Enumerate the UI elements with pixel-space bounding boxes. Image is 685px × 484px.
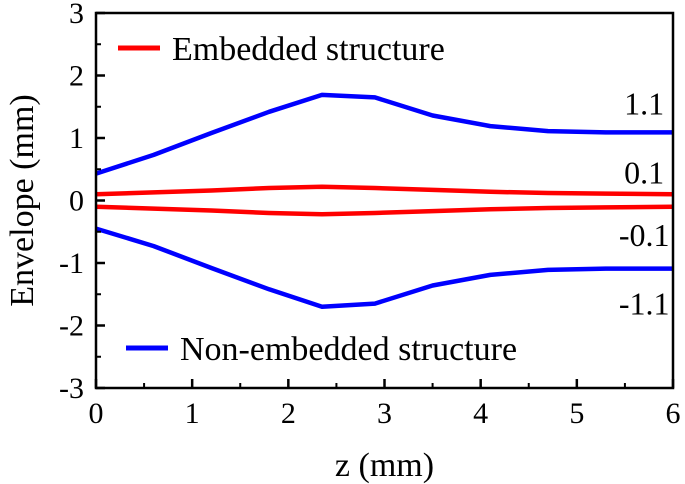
- plot-lines: [95, 92, 674, 310]
- series-line-embedded-structure: [95, 184, 674, 197]
- x-tick-label: 4: [473, 397, 488, 430]
- tick-labels: 0 1 2 3 4 5 6 3 2 1 0 -1 -2 -3: [59, 0, 681, 430]
- x-tick-label: 1: [185, 397, 200, 430]
- y-tick-label: 0: [69, 185, 84, 218]
- y-tick-label: -3: [59, 372, 84, 405]
- x-tick-label: 3: [377, 397, 392, 430]
- series-line-embedded-structure: [95, 204, 674, 217]
- legend-label: Non-embedded structure: [180, 331, 517, 368]
- x-tick-label: 5: [569, 397, 584, 430]
- legend-label: Embedded structure: [172, 31, 445, 68]
- y-tick-label: 1: [69, 122, 84, 155]
- y-tick-label: 2: [69, 60, 84, 93]
- value-annotation: 0.1: [624, 154, 664, 190]
- series-line-non-embedded-structure: [95, 92, 673, 176]
- annotations: 1.1 0.1 -0.1 -1.1: [619, 86, 670, 322]
- x-tick-label: 0: [89, 397, 104, 430]
- value-annotation: -0.1: [619, 217, 670, 253]
- y-tick-label: -2: [59, 310, 84, 343]
- y-tick-label: 3: [69, 0, 84, 30]
- x-tick-label: 6: [666, 397, 681, 430]
- value-annotation: 1.1: [624, 86, 664, 122]
- x-axis-label: z (mm): [335, 447, 434, 484]
- y-axis-label: Envelope (mm): [4, 94, 41, 306]
- x-tick-label: 2: [281, 397, 296, 430]
- value-annotation: -1.1: [619, 286, 670, 322]
- y-tick-label: -1: [59, 247, 84, 280]
- series-line-non-embedded-structure: [95, 226, 673, 310]
- axis-ticks: [94, 11, 675, 390]
- legend: Embedded structure Non-embedded structure: [118, 31, 517, 368]
